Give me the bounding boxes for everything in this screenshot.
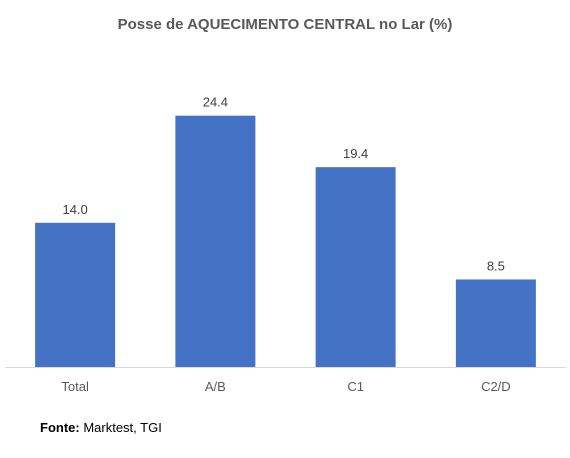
x-tick-label: Total: [61, 379, 89, 394]
data-label: 14.0: [62, 202, 87, 217]
source-label: Fonte:: [40, 420, 80, 435]
bar-total: [35, 222, 116, 367]
source-text: Marktest, TGI: [79, 420, 162, 435]
data-label: 8.5: [487, 258, 505, 273]
x-tick-label: C2/D: [481, 379, 511, 394]
labels-layer: 14.0 Total 24.4 A/B 19.4 C1 8.5 C2/D: [61, 95, 510, 394]
x-tick-label: A/B: [205, 379, 226, 394]
source-line: Fonte: Marktest, TGI: [40, 420, 162, 435]
bars-layer: [35, 115, 536, 368]
chart-title: Posse de AQUECIMENTO CENTRAL no Lar (%): [117, 16, 453, 33]
x-tick-label: C1: [347, 379, 364, 394]
data-label: 19.4: [343, 146, 368, 161]
bar-a-b: [175, 115, 256, 368]
bar-c2-d: [455, 279, 536, 367]
bar-c1: [315, 167, 396, 367]
data-label: 24.4: [203, 95, 228, 110]
